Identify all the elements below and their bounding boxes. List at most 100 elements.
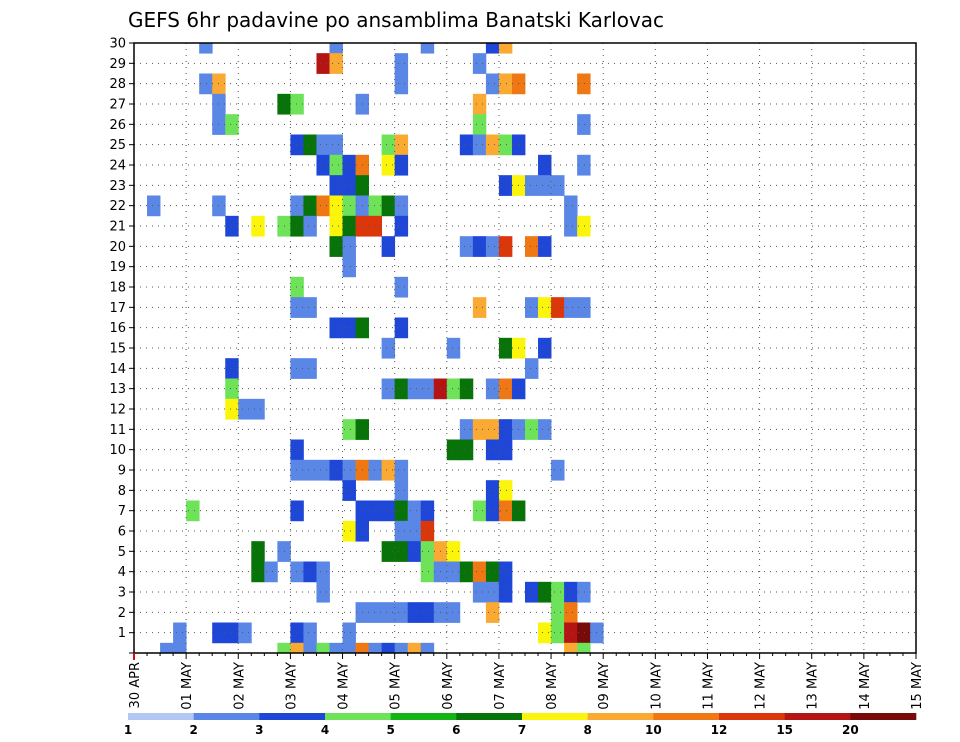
y-tick-label: 23 [109, 179, 126, 194]
heatmap-cell [446, 337, 461, 359]
x-tick-label: 01 MAY [180, 662, 195, 710]
heatmap-cell [459, 439, 474, 461]
legend-label: 5 [386, 723, 394, 737]
y-tick-label: 25 [109, 138, 126, 153]
heatmap-cell [407, 378, 422, 400]
heatmap-cell [538, 622, 552, 644]
heatmap-cell [303, 297, 317, 318]
heatmap-cell [290, 297, 304, 318]
heatmap-cell [394, 520, 409, 542]
heatmap-cell [329, 43, 343, 54]
heatmap-cell [551, 175, 565, 196]
legend-swatch [325, 713, 391, 720]
heatmap-cell [472, 500, 487, 522]
heatmap-cell [303, 134, 317, 156]
heatmap-cell [498, 378, 513, 400]
heatmap-cell [407, 541, 422, 562]
heatmap-cell [225, 378, 239, 400]
heatmap-cell [342, 459, 356, 481]
heatmap-cell [342, 480, 356, 501]
heatmap-cell [446, 561, 461, 583]
legend-swatch [522, 713, 588, 720]
heatmap-cell [459, 419, 474, 440]
heatmap-cell [577, 215, 591, 237]
legend-label: 6 [452, 723, 460, 737]
heatmap-cell [186, 500, 200, 522]
heatmap-cell [381, 459, 396, 481]
heatmap-cell [577, 297, 591, 318]
heatmap-cell [551, 602, 565, 623]
heatmap-cell [525, 297, 539, 318]
heatmap-cell [394, 276, 409, 298]
y-tick-label: 26 [109, 118, 126, 133]
y-tick-label: 5 [118, 545, 126, 560]
heatmap-cell [498, 236, 513, 257]
heatmap-cell [225, 398, 239, 420]
heatmap-cell [342, 195, 356, 217]
heatmap-cell [472, 114, 487, 135]
y-tick-label: 9 [118, 464, 126, 479]
heatmap-cell [316, 642, 330, 654]
heatmap-cell [420, 602, 435, 623]
y-tick-label: 14 [109, 362, 126, 377]
heatmap-cell [368, 215, 383, 237]
heatmap-cell [329, 215, 343, 237]
heatmap-cell [498, 134, 513, 156]
heatmap-cell [498, 43, 513, 54]
heatmap-cells [147, 43, 604, 654]
heatmap-cell [394, 195, 409, 217]
heatmap-cell [381, 500, 396, 522]
grid-lines [134, 43, 916, 653]
heatmap-cell [303, 642, 317, 654]
heatmap-cell [368, 500, 383, 522]
heatmap-cell [551, 459, 565, 481]
heatmap-cell [316, 561, 330, 583]
y-tick-label: 29 [109, 57, 126, 72]
heatmap-cell [577, 622, 591, 644]
heatmap-cell [342, 419, 356, 440]
color-legend: 1 2 3 4 5 6 7 8 10 12 15 20 [124, 713, 917, 737]
heatmap-cell [564, 622, 578, 644]
x-tick-label: 14 MAY [858, 662, 873, 710]
heatmap-cell [342, 520, 356, 542]
heatmap-cell [446, 602, 461, 623]
heatmap-cell [394, 73, 409, 95]
heatmap-cell [485, 419, 500, 440]
heatmap-cell [577, 154, 591, 176]
legend-label: 15 [776, 723, 793, 737]
heatmap-cell [459, 236, 474, 257]
heatmap-cell [420, 642, 435, 654]
heatmap-cell [577, 73, 591, 95]
heatmap-cell [381, 236, 396, 257]
heatmap-cell [381, 642, 396, 654]
heatmap-cell [498, 73, 513, 95]
legend-label: 10 [645, 723, 662, 737]
heatmap-cell [485, 378, 500, 400]
heatmap-cell [290, 439, 304, 461]
heatmap-cell [420, 541, 435, 562]
y-tick-label: 20 [109, 240, 126, 255]
heatmap-cell [290, 561, 304, 583]
heatmap-cell [525, 419, 539, 440]
heatmap-cell [420, 43, 435, 54]
heatmap-cell [472, 236, 487, 257]
y-tick-label: 13 [109, 382, 126, 397]
heatmap-cell [225, 358, 239, 379]
heatmap-cell [342, 154, 356, 176]
heatmap-cell [199, 73, 213, 95]
heatmap-cell [472, 93, 487, 115]
x-tick-label: 06 MAY [441, 662, 456, 710]
heatmap-cell [342, 256, 356, 278]
heatmap-cell [199, 43, 213, 54]
y-tick-label: 18 [109, 281, 126, 296]
y-tick-label: 15 [109, 342, 126, 357]
y-tick-label: 22 [109, 199, 126, 214]
legend-swatch [390, 713, 457, 720]
heatmap-cell [407, 500, 422, 522]
heatmap-cell [498, 337, 513, 359]
heatmap-cell [303, 358, 317, 379]
y-tick-label: 8 [118, 484, 126, 499]
heatmap-cell [329, 53, 343, 74]
heatmap-cell [290, 642, 304, 654]
x-tick-label: 07 MAY [493, 662, 508, 710]
